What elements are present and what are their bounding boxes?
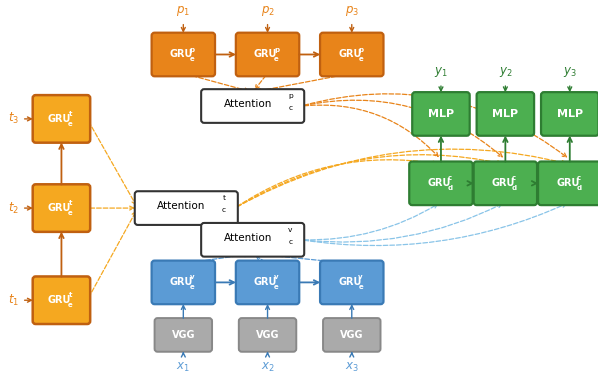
Text: GRU: GRU [170,50,193,60]
Text: GRU: GRU [254,50,277,60]
Text: GRU: GRU [170,277,193,287]
Text: GRU: GRU [428,178,451,188]
Text: v: v [190,274,194,280]
Text: d: d [512,185,517,191]
Text: c: c [576,175,581,181]
FancyBboxPatch shape [201,89,304,123]
FancyBboxPatch shape [33,95,90,143]
FancyBboxPatch shape [33,184,90,232]
FancyBboxPatch shape [474,162,537,205]
Text: $y_2$: $y_2$ [499,65,512,79]
Text: v: v [288,227,292,233]
Text: VGG: VGG [340,330,364,340]
Text: p: p [288,93,292,99]
FancyBboxPatch shape [412,92,469,136]
FancyBboxPatch shape [320,33,383,76]
FancyBboxPatch shape [239,318,296,352]
Text: t: t [222,195,225,201]
FancyBboxPatch shape [409,162,472,205]
Text: VGG: VGG [256,330,279,340]
Text: e: e [68,210,73,216]
Text: $y_3$: $y_3$ [563,65,576,79]
Text: MLP: MLP [428,109,454,119]
Text: $t_2$: $t_2$ [8,201,19,215]
Text: e: e [190,284,194,290]
Text: d: d [447,185,453,191]
FancyBboxPatch shape [135,191,238,225]
Text: p: p [274,47,279,53]
Text: e: e [274,57,279,62]
FancyBboxPatch shape [323,318,380,352]
Text: e: e [358,57,363,62]
Text: $t_1$: $t_1$ [8,293,19,308]
Text: d: d [576,185,581,191]
Text: GRU: GRU [338,50,361,60]
FancyBboxPatch shape [538,162,598,205]
Text: t: t [69,200,72,206]
Text: e: e [68,121,73,127]
FancyBboxPatch shape [477,92,534,136]
FancyBboxPatch shape [152,261,215,304]
Text: c: c [288,239,292,245]
Text: $y_1$: $y_1$ [434,65,448,79]
Text: t: t [69,292,72,298]
Text: GRU: GRU [492,178,515,188]
Text: $x_1$: $x_1$ [176,361,190,374]
Text: MLP: MLP [557,109,583,119]
Text: e: e [190,57,194,62]
Text: GRU: GRU [48,114,71,124]
Text: t: t [69,111,72,117]
Text: v: v [358,274,363,280]
Text: GRU: GRU [48,295,71,305]
FancyBboxPatch shape [152,33,215,76]
Text: c: c [222,207,226,213]
Text: p: p [190,47,195,53]
Text: v: v [274,274,279,280]
Text: Attention: Attention [224,99,272,109]
Text: e: e [274,284,279,290]
Text: c: c [288,105,292,111]
Text: c: c [512,175,516,181]
Text: GRU: GRU [338,277,361,287]
Text: VGG: VGG [172,330,195,340]
Text: p: p [358,47,363,53]
FancyBboxPatch shape [201,223,304,257]
Text: e: e [358,284,363,290]
Text: $x_3$: $x_3$ [345,361,359,374]
Text: $x_2$: $x_2$ [261,361,274,374]
Text: GRU: GRU [254,277,277,287]
Text: e: e [68,302,73,308]
Text: $t_3$: $t_3$ [8,111,19,126]
Text: $p_3$: $p_3$ [345,4,359,18]
FancyBboxPatch shape [154,318,212,352]
FancyBboxPatch shape [236,261,299,304]
FancyBboxPatch shape [541,92,598,136]
Text: MLP: MLP [492,109,518,119]
FancyBboxPatch shape [320,261,383,304]
Text: GRU: GRU [48,203,71,213]
Text: $p_2$: $p_2$ [261,4,274,18]
Text: GRU: GRU [556,178,579,188]
FancyBboxPatch shape [236,33,299,76]
Text: Attention: Attention [224,233,272,243]
Text: c: c [448,175,452,181]
Text: $p_1$: $p_1$ [176,4,190,18]
FancyBboxPatch shape [33,277,90,324]
Text: Attention: Attention [157,201,206,211]
